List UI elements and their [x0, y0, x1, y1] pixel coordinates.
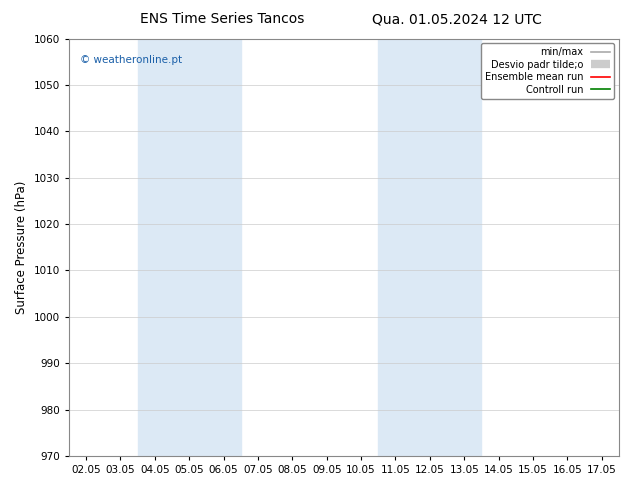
Text: Qua. 01.05.2024 12 UTC: Qua. 01.05.2024 12 UTC [372, 12, 541, 26]
Legend: min/max, Desvio padr tilde;o, Ensemble mean run, Controll run: min/max, Desvio padr tilde;o, Ensemble m… [481, 44, 614, 98]
Text: © weatheronline.pt: © weatheronline.pt [80, 55, 182, 65]
Bar [138, 39, 241, 456]
Text: ENS Time Series Tancos: ENS Time Series Tancos [139, 12, 304, 26]
Bar [378, 39, 481, 456]
Y-axis label: Surface Pressure (hPa): Surface Pressure (hPa) [15, 181, 28, 314]
